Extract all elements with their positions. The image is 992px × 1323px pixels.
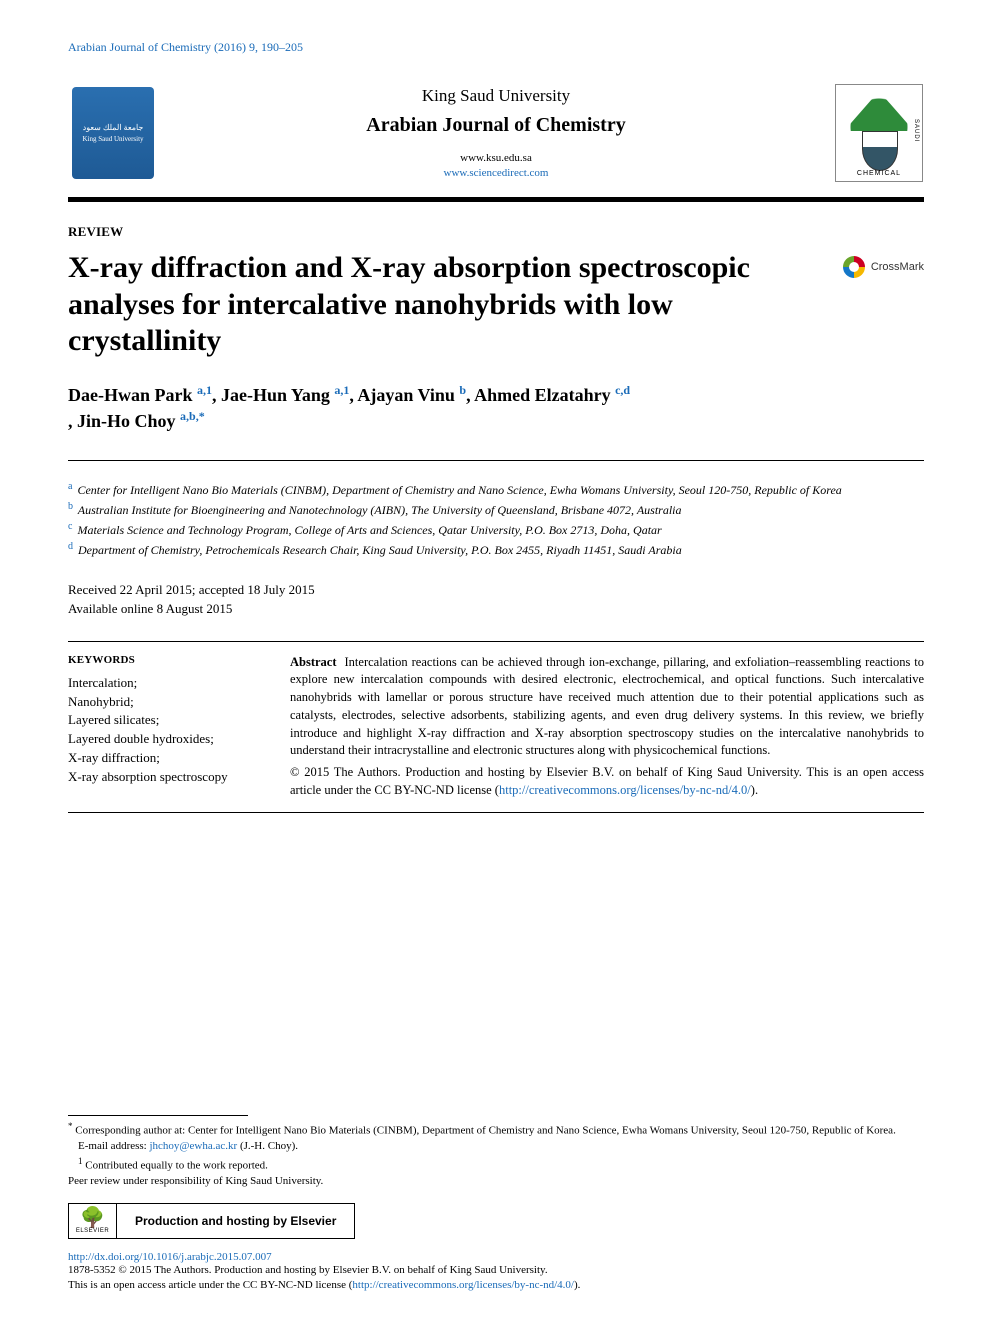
affiliation-text: Department of Chemistry, Petrochemicals … <box>75 543 682 557</box>
keyword-item: Nanohybrid; <box>68 693 262 712</box>
keyword-item: Layered double hydroxides; <box>68 730 262 749</box>
flask-icon <box>862 131 898 171</box>
elsevier-text: ELSEVIER <box>76 1228 109 1234</box>
elsevier-tree-icon: 🌳 <box>80 1208 105 1228</box>
affiliation-line: c Materials Science and Technology Progr… <box>68 519 924 539</box>
corresponding-author-note: * Corresponding author at: Center for In… <box>68 1120 924 1139</box>
ksu-logo: جامعة الملك سعود King Saud University <box>68 83 158 183</box>
abstract-column: AbstractIntercalation reactions can be a… <box>276 641 924 813</box>
university-name: King Saud University <box>158 86 834 106</box>
issn-cc-link[interactable]: http://creativecommons.org/licenses/by-n… <box>352 1279 574 1291</box>
author-affiliation-marker: a,1 <box>197 383 212 397</box>
author-affiliation-marker: a,b,* <box>180 409 205 423</box>
affiliation-label: b <box>68 501 73 512</box>
author-name: , Jae-Hun Yang <box>212 385 334 405</box>
affiliation-text: Center for Intelligent Nano Bio Material… <box>74 483 841 497</box>
keyword-item: X-ray absorption spectroscopy <box>68 768 262 787</box>
copyright-post: ). <box>751 783 758 797</box>
affiliation-label: c <box>68 521 72 532</box>
abstract-copyright: © 2015 The Authors. Production and hosti… <box>290 764 924 800</box>
rule-thin-authors <box>68 460 924 461</box>
crossmark-icon <box>843 256 865 278</box>
article-type: REVIEW <box>68 224 924 240</box>
footer: * Corresponding author at: Center for In… <box>68 1115 924 1293</box>
abstract-text: AbstractIntercalation reactions can be a… <box>290 654 924 761</box>
corr-text: Corresponding author at: Center for Inte… <box>73 1125 896 1137</box>
affiliation-text: Materials Science and Technology Program… <box>74 523 661 537</box>
footnotes: * Corresponding author at: Center for In… <box>68 1120 924 1189</box>
issn-cc-pre: This is an open access article under the… <box>68 1279 352 1291</box>
article-title: X-ray diffraction and X-ray absorption s… <box>68 250 819 360</box>
author-name: , Ajayan Vinu <box>349 385 459 405</box>
keyword-item: X-ray diffraction; <box>68 749 262 768</box>
email-line: E-mail address: jhchoy@ewha.ac.kr (J.-H.… <box>68 1139 924 1154</box>
abstract-label: Abstract <box>290 655 337 669</box>
email-link[interactable]: jhchoy@ewha.ac.kr <box>149 1140 237 1152</box>
journal-url-sd[interactable]: www.sciencedirect.com <box>158 166 834 181</box>
society-logo: SAUDI <box>834 83 924 183</box>
footnote-rule <box>68 1115 248 1116</box>
rule-thick <box>68 197 924 202</box>
author-affiliation-marker: a,1 <box>334 383 349 397</box>
keywords-list: Intercalation;Nanohybrid;Layered silicat… <box>68 674 262 787</box>
abstract-body: Intercalation reactions can be achieved … <box>290 655 924 758</box>
crossmark-badge[interactable]: CrossMark <box>843 256 924 278</box>
running-head: Arabian Journal of Chemistry (2016) 9, 1… <box>68 40 924 55</box>
elsevier-logo: 🌳 ELSEVIER <box>69 1204 117 1238</box>
journal-name: Arabian Journal of Chemistry <box>158 114 834 137</box>
date-received-accepted: Received 22 April 2015; accepted 18 July… <box>68 581 924 600</box>
journal-url-ksu: www.ksu.edu.sa <box>158 151 834 166</box>
affiliation-text: Australian Institute for Bioengineering … <box>75 503 682 517</box>
authors: Dae-Hwan Park a,1, Jae-Hun Yang a,1, Aja… <box>68 382 924 434</box>
doi-link[interactable]: http://dx.doi.org/10.1016/j.arabjc.2015.… <box>68 1251 924 1263</box>
keywords-heading: KEYWORDS <box>68 654 262 666</box>
affiliation-line: b Australian Institute for Bioengineerin… <box>68 499 924 519</box>
keywords-column: KEYWORDS Intercalation;Nanohybrid;Layere… <box>68 641 276 813</box>
affiliation-label: d <box>68 541 73 552</box>
eq-text: Contributed equally to the work reported… <box>83 1160 268 1172</box>
article-dates: Received 22 April 2015; accepted 18 July… <box>68 581 924 619</box>
crossmark-label: CrossMark <box>871 261 924 273</box>
affiliations: a Center for Intelligent Nano Bio Materi… <box>68 479 924 559</box>
keyword-item: Intercalation; <box>68 674 262 693</box>
masthead: جامعة الملك سعود King Saud University Ki… <box>68 83 924 183</box>
email-label: E-mail address: <box>78 1140 149 1152</box>
issn-copyright-line: 1878-5352 © 2015 The Authors. Production… <box>68 1263 924 1278</box>
cc-link[interactable]: http://creativecommons.org/licenses/by-n… <box>499 783 751 797</box>
keyword-item: Layered silicates; <box>68 711 262 730</box>
ksu-logo-arabic: جامعة الملك سعود <box>83 123 144 132</box>
author-name: Dae-Hwan Park <box>68 385 197 405</box>
affiliation-line: d Department of Chemistry, Petrochemical… <box>68 539 924 559</box>
ksu-logo-english: King Saud University <box>82 135 143 143</box>
email-post: (J.-H. Choy). <box>237 1140 298 1152</box>
peer-review-note: Peer review under responsibility of King… <box>68 1174 924 1189</box>
issn-cc-line: This is an open access article under the… <box>68 1278 924 1293</box>
hosting-box: 🌳 ELSEVIER Production and hosting by Els… <box>68 1203 355 1239</box>
society-label: SAUDI <box>913 119 919 142</box>
issn-cc-post: ). <box>574 1279 580 1291</box>
author-name: , Ahmed Elzatahry <box>466 385 615 405</box>
author-name: , Jin-Ho Choy <box>68 411 180 431</box>
masthead-center: King Saud University Arabian Journal of … <box>158 86 834 181</box>
keywords-abstract-block: KEYWORDS Intercalation;Nanohybrid;Layere… <box>68 641 924 813</box>
affiliation-line: a Center for Intelligent Nano Bio Materi… <box>68 479 924 499</box>
author-affiliation-marker: c,d <box>615 383 630 397</box>
affiliation-label: a <box>68 481 72 492</box>
hosting-label: Production and hosting by Elsevier <box>117 1204 354 1238</box>
date-online: Available online 8 August 2015 <box>68 600 924 619</box>
equal-contrib-note: 1 Contributed equally to the work report… <box>68 1155 924 1174</box>
